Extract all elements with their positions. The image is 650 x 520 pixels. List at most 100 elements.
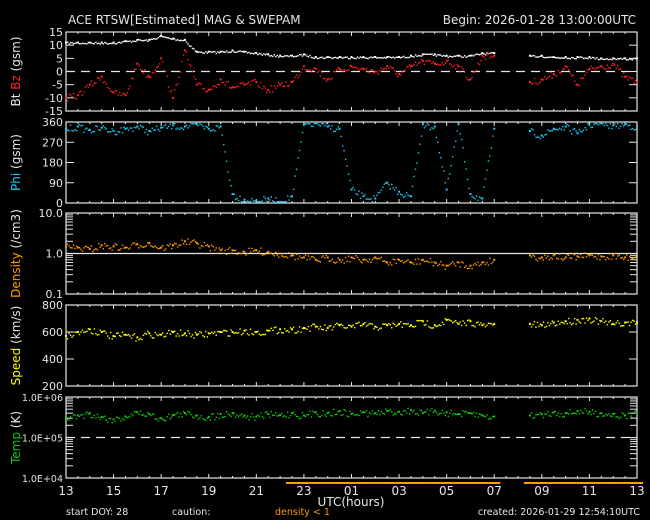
data-point-interp: [575, 412, 577, 415]
data-point-interp: [423, 324, 426, 326]
data-point-interp: [359, 56, 362, 58]
data-point-interp: [257, 201, 259, 203]
data-point-interp: [472, 264, 475, 266]
data-point-interp: [254, 52, 256, 54]
data-point-interp: [114, 421, 116, 423]
data-point-interp: [477, 62, 479, 64]
data-point-interp: [440, 324, 442, 327]
data-point: [207, 245, 210, 248]
data-point-interp: [306, 69, 308, 71]
data-point-interp: [145, 245, 148, 247]
data-point-interp: [319, 56, 322, 59]
data-point-interp: [249, 84, 252, 86]
data-point-interp: [413, 263, 415, 265]
data-point-interp: [307, 69, 310, 71]
data-point-interp: [620, 325, 622, 327]
data-point-interp: [603, 321, 606, 324]
data-point: [576, 132, 579, 135]
data-point-interp: [460, 56, 463, 58]
data-point-interp: [331, 415, 333, 417]
data-point-interp: [123, 247, 125, 249]
data-point-interp: [486, 169, 488, 171]
data-point-interp: [170, 247, 173, 250]
data-point-interp: [395, 73, 397, 75]
data-point-interp: [562, 125, 564, 128]
data-point-interp: [330, 128, 332, 130]
data-point-interp: [251, 52, 253, 54]
data-point-interp: [633, 82, 635, 84]
data-point-interp: [417, 319, 420, 322]
data-point-interp: [530, 83, 533, 85]
data-point-interp: [560, 413, 562, 415]
data-point-interp: [163, 36, 165, 38]
data-point-interp: [281, 82, 283, 84]
data-point-interp: [463, 322, 466, 324]
data-point: [255, 52, 258, 55]
data-point-interp: [550, 72, 552, 74]
data-point-interp: [212, 412, 215, 415]
data-point-interp: [396, 411, 399, 413]
data-point-interp: [292, 79, 295, 82]
data-point-interp: [240, 333, 243, 336]
data-point: [552, 254, 555, 257]
data-point-interp: [459, 413, 461, 416]
data-point-interp: [215, 416, 217, 419]
data-point-interp: [438, 413, 441, 415]
data-point-interp: [609, 253, 612, 255]
caution-marker: [523, 482, 536, 484]
data-point-interp: [391, 57, 393, 59]
data-point: [207, 332, 210, 335]
caution-marker: [321, 482, 334, 484]
data-point: [564, 65, 567, 68]
data-point-interp: [388, 67, 390, 70]
y-tick-label: 1.0: [46, 248, 64, 261]
data-point-interp: [341, 70, 344, 72]
data-point: [172, 413, 175, 416]
data-point-interp: [463, 266, 466, 269]
data-point-interp: [99, 43, 102, 45]
data-point-interp: [157, 128, 159, 131]
data-point-interp: [596, 416, 598, 418]
data-point-interp: [628, 412, 631, 415]
data-point-interp: [306, 123, 308, 125]
data-point-interp: [328, 56, 330, 58]
data-point-interp: [572, 322, 574, 325]
data-point-interp: [197, 418, 200, 420]
data-point-interp: [310, 56, 313, 59]
data-point-interp: [282, 85, 284, 88]
data-point-interp: [187, 238, 189, 240]
data-point-interp: [359, 197, 362, 200]
data-point-interp: [117, 249, 119, 251]
data-point-interp: [550, 130, 552, 132]
data-point: [636, 57, 638, 60]
data-point-interp: [223, 329, 225, 332]
data-point-interp: [118, 41, 121, 43]
data-point-interp: [465, 410, 467, 412]
data-point-interp: [190, 413, 192, 416]
data-point-interp: [344, 327, 347, 329]
data-point-interp: [425, 53, 427, 56]
data-point-interp: [95, 82, 97, 84]
data-point-interp: [121, 132, 124, 134]
data-point-interp: [275, 251, 277, 254]
data-point-interp: [170, 38, 173, 40]
data-point-interp: [242, 332, 244, 335]
x-tick-label: 21: [249, 484, 264, 498]
data-point-interp: [173, 38, 176, 40]
data-point-interp: [570, 56, 573, 59]
data-point-interp: [475, 322, 478, 324]
data-point-interp: [92, 42, 94, 45]
data-point-interp: [285, 416, 287, 418]
data-point-interp: [377, 73, 380, 75]
data-point-interp: [536, 136, 539, 138]
data-point-interp: [444, 182, 446, 184]
data-point-interp: [170, 127, 173, 130]
data-point-interp: [578, 256, 580, 258]
data-point: [314, 325, 317, 328]
data-point: [148, 130, 151, 132]
data-point-interp: [611, 127, 613, 130]
data-point-interp: [257, 252, 259, 254]
y-axis-label: Phi (gsm): [9, 134, 23, 191]
data-point-interp: [359, 68, 362, 70]
